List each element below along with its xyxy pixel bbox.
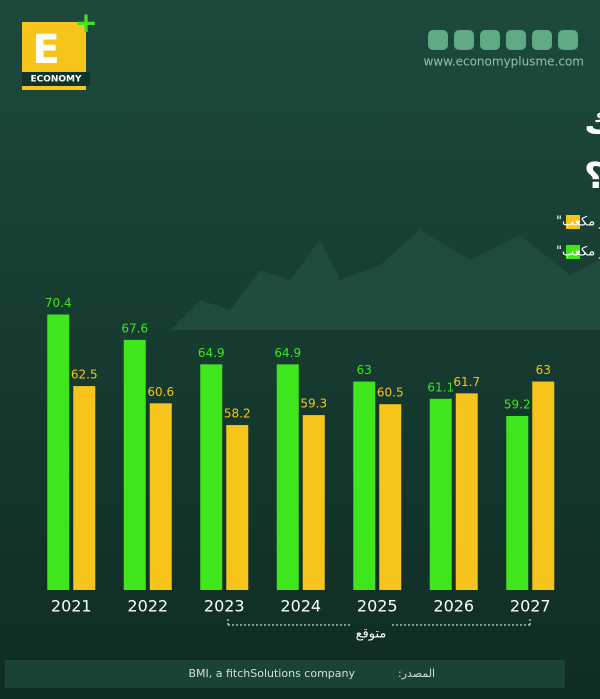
bar (353, 381, 376, 590)
x-tick-label: 2021 (51, 597, 92, 616)
bar (226, 425, 249, 590)
forecast-bracket (227, 619, 531, 626)
bar (73, 386, 96, 590)
social-icon[interactable] (428, 30, 448, 50)
source-box (5, 660, 565, 688)
value-label: 63 (357, 363, 372, 377)
source: BMI, a fitchSolutions company (188, 667, 355, 680)
value-label: 62.5 (71, 368, 98, 382)
value-label: 60.6 (147, 385, 174, 399)
bar (149, 403, 172, 590)
social-icons (428, 30, 578, 50)
x-tick-label: 2023 (204, 597, 245, 616)
website[interactable]: www.economyplusme.com (423, 55, 584, 69)
value-label: 64.9 (198, 346, 225, 360)
legend-label: الاستهلاك "مليار متر مكعب" (556, 215, 600, 230)
value-label: 59.3 (300, 397, 327, 411)
social-icon[interactable] (506, 30, 526, 50)
value-label: 59.2 (504, 398, 531, 412)
value-label: 64.9 (274, 346, 301, 360)
legend-swatch (566, 215, 580, 229)
social-icon[interactable] (454, 30, 474, 50)
value-label: 70.4 (45, 296, 72, 310)
title-line: مصر من الغاز حتى 2027؟ (584, 156, 600, 197)
x-tick-label: 2025 (357, 597, 398, 616)
bar (379, 404, 402, 590)
value-label: 63 (536, 363, 551, 377)
value-label: 67.6 (121, 321, 148, 335)
forecast-label: متوقع (356, 627, 387, 642)
bar (506, 416, 529, 590)
x-tick-label: 2024 (280, 597, 321, 616)
bar (200, 364, 223, 590)
value-label: 61.7 (453, 375, 480, 389)
title-line: كيف سيتغير إنتاج واستهلاك (584, 101, 600, 142)
value-label: 61.1 (427, 380, 454, 394)
value-label: 58.2 (224, 407, 251, 421)
skyline (170, 230, 600, 330)
bar (455, 393, 478, 590)
x-tick-label: 2026 (433, 597, 474, 616)
legend-swatch (566, 245, 580, 259)
bar (302, 415, 325, 590)
bar (47, 314, 70, 590)
social-icon[interactable] (532, 30, 552, 50)
social-icon[interactable] (558, 30, 578, 50)
logo-name: ECONOMY (30, 75, 82, 85)
source-label: المصدر: (398, 667, 435, 680)
social-icon[interactable] (480, 30, 500, 50)
legend-label: الإنتاج "مليار متر مكعب" (556, 245, 600, 260)
logo: E + ECONOMY (22, 6, 98, 90)
logo-letter: E (32, 27, 59, 73)
value-label: 60.5 (377, 386, 404, 400)
bar (276, 364, 299, 590)
bar (532, 381, 555, 590)
x-tick-label: 2027 (510, 597, 551, 616)
logo-plus: + (74, 6, 97, 39)
x-tick-label: 2022 (127, 597, 168, 616)
logo-band (22, 72, 90, 86)
bar (429, 398, 452, 590)
bar (123, 339, 146, 590)
